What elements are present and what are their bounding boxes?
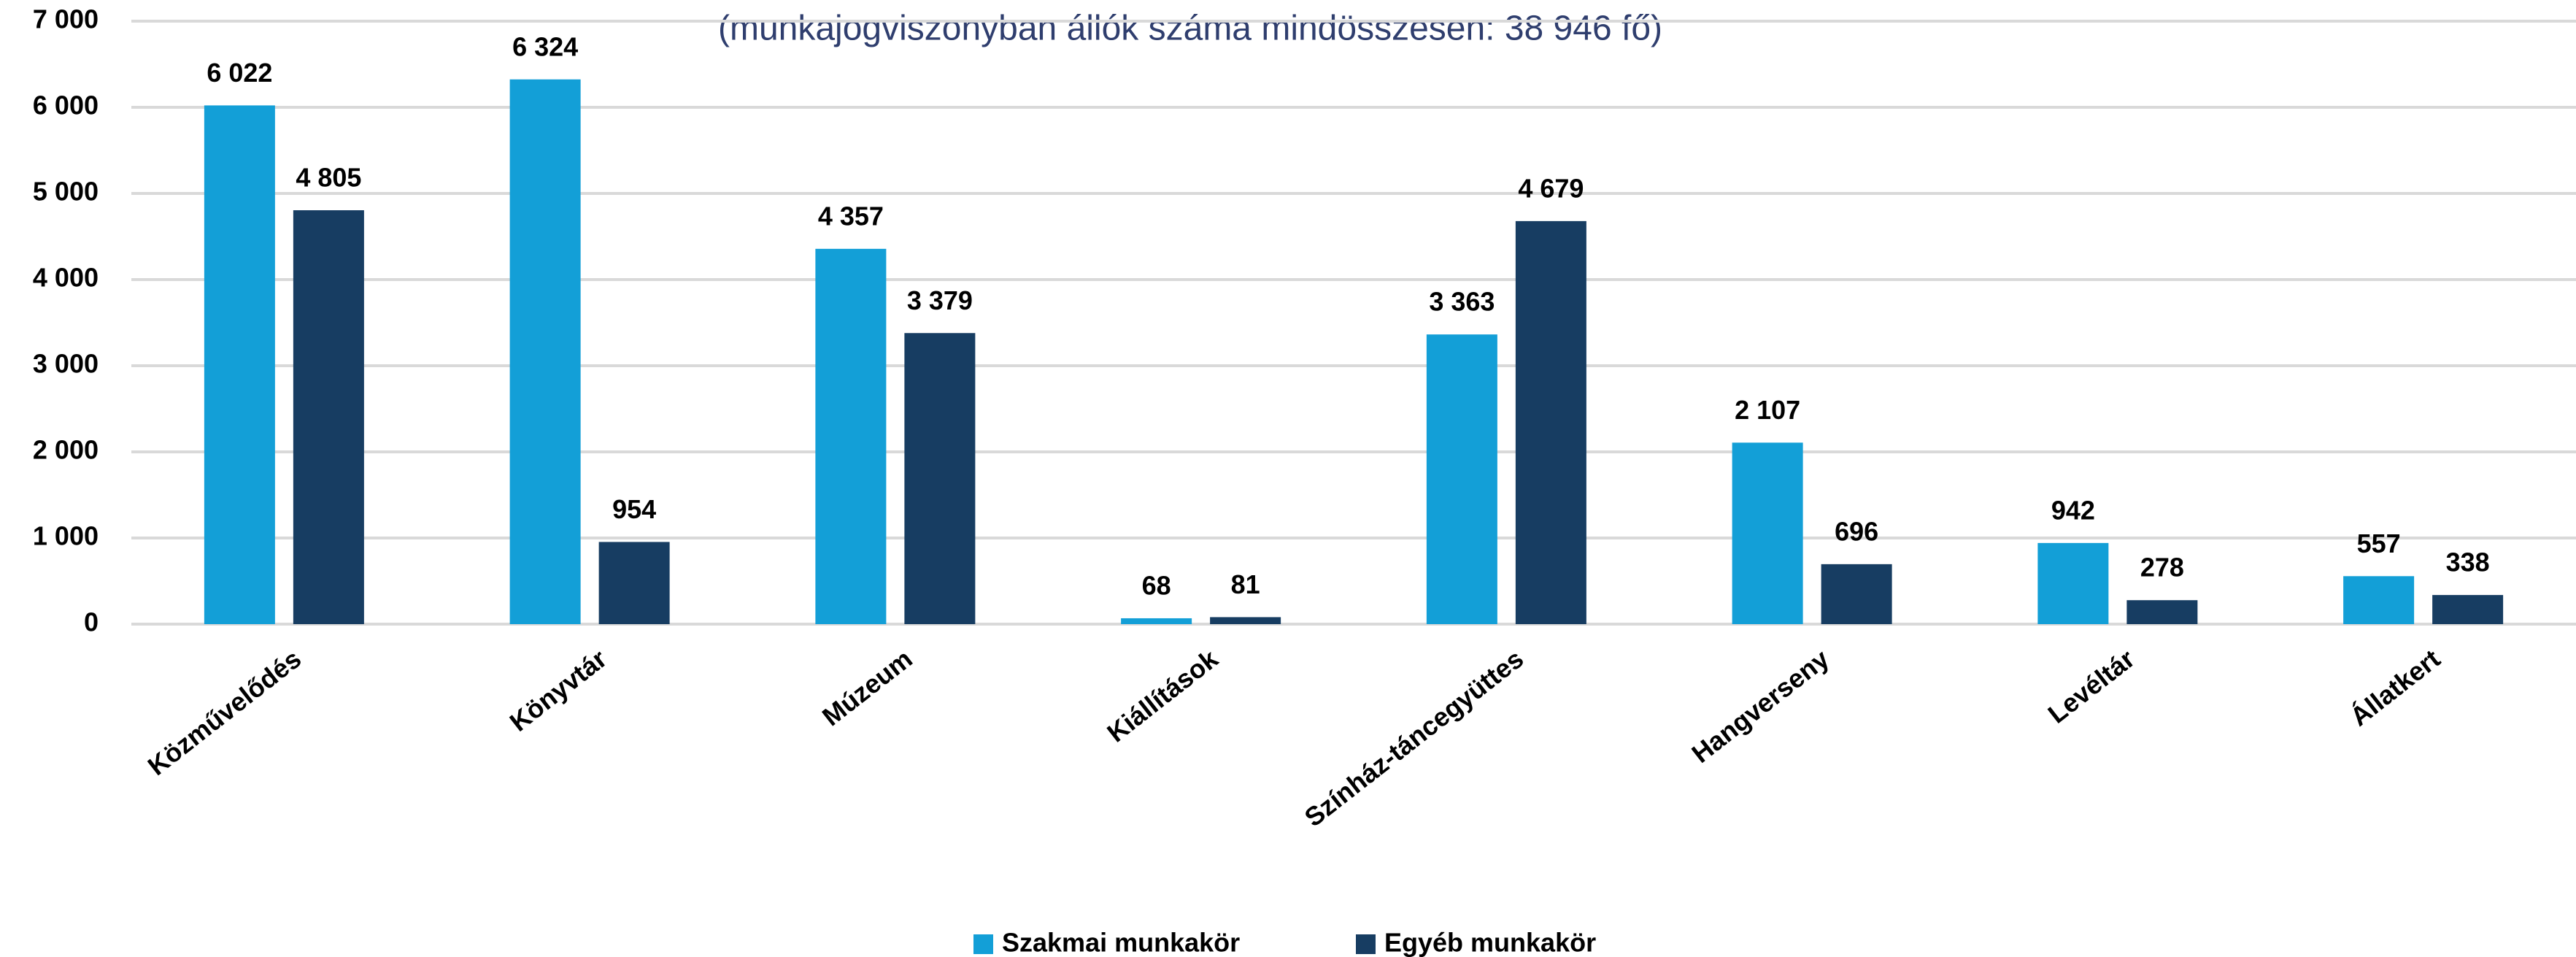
bar: [1515, 220, 1586, 624]
data-label: 696: [1835, 516, 1878, 546]
y-tick-label: 0: [84, 607, 99, 637]
bar: [904, 333, 976, 624]
data-label: 4 357: [818, 201, 884, 231]
y-tick-label: 1 000: [33, 521, 99, 551]
bar: [293, 210, 364, 624]
y-tick-label: 5 000: [33, 177, 99, 207]
legend-swatch: [1356, 934, 1376, 954]
bar: [2126, 600, 2198, 624]
data-label: 4 805: [296, 163, 361, 193]
bar: [2432, 595, 2504, 624]
y-tick-label: 2 000: [33, 435, 99, 465]
bar: [509, 79, 581, 624]
x-tick-label: Hangverseny: [1686, 643, 1834, 769]
data-label: 557: [2357, 529, 2401, 558]
y-tick-label: 6 000: [33, 91, 99, 120]
x-tick-label: Kiállítások: [1101, 643, 1224, 748]
x-tick-label: Könyvtár: [504, 643, 612, 737]
data-label: 6 324: [512, 31, 578, 61]
bar: [2343, 576, 2415, 624]
data-label: 68: [1142, 570, 1171, 600]
x-tick-label: Állatkert: [2345, 643, 2446, 731]
bar: [815, 248, 887, 624]
legend-label: Szakmai munkakör: [1002, 928, 1240, 957]
data-label: 4 679: [1518, 173, 1584, 203]
x-tick-label: Levéltár: [2043, 643, 2140, 729]
y-tick-label: 7 000: [33, 4, 99, 34]
data-label: 3 363: [1429, 287, 1495, 317]
bar: [1426, 334, 1497, 624]
data-label: 954: [612, 494, 656, 524]
legend-label: Egyéb munkakör: [1384, 928, 1596, 957]
legend-swatch: [973, 934, 993, 954]
bar: [1210, 617, 1281, 624]
data-label: 2 107: [1735, 395, 1800, 425]
bar: [2037, 542, 2109, 624]
bar: [1821, 564, 1892, 624]
y-tick-label: 3 000: [33, 349, 99, 379]
x-tick-label: Múzeum: [817, 643, 918, 731]
bar: [1732, 442, 1803, 624]
data-label: 6 022: [207, 58, 272, 88]
y-tick-label: 4 000: [33, 263, 99, 293]
bar: [598, 542, 670, 624]
data-label: 942: [2051, 495, 2095, 525]
bar: [1121, 618, 1192, 624]
x-tick-label: Színház-táncegyüttes: [1299, 643, 1529, 832]
chart-subtitle: (munkajogviszonyban állók száma mindössz…: [718, 9, 1662, 48]
bar: [204, 105, 275, 625]
x-tick-label: Közművelődés: [142, 643, 306, 781]
data-label: 81: [1231, 569, 1260, 599]
data-label: 3 379: [907, 285, 973, 315]
data-label: 338: [2446, 547, 2490, 577]
data-label: 278: [2140, 553, 2184, 583]
